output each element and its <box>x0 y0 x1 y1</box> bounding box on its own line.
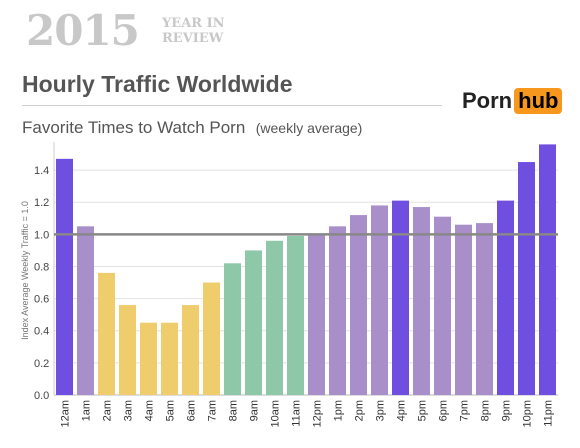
y-tick-label: 1.0 <box>34 229 49 241</box>
chart-title: Favorite Times to Watch Porn <box>22 118 246 137</box>
bar-8pm <box>476 223 493 395</box>
bar-4pm <box>392 200 409 395</box>
bar-2pm <box>350 215 367 395</box>
year-label: 2015 <box>26 6 140 55</box>
y-tick-label: 1.4 <box>34 165 49 177</box>
bar-7pm <box>455 224 472 395</box>
x-tick-label: 3pm <box>375 400 387 421</box>
bar-5pm <box>413 207 430 395</box>
x-tick-label: 6am <box>186 400 198 421</box>
x-tick-label: 4am <box>144 400 156 421</box>
chart-subtitle: Favorite Times to Watch Porn (weekly ave… <box>22 118 362 138</box>
x-tick-label: 12pm <box>312 400 324 428</box>
x-tick-label: 11am <box>291 400 303 427</box>
y-tick-label: 0.8 <box>34 261 49 273</box>
bar-4am <box>140 322 157 395</box>
chart-subtitle-note: (weekly average) <box>255 120 363 136</box>
y-tick-label: 0.4 <box>34 326 49 338</box>
x-tick-label: 1pm <box>333 400 345 421</box>
x-tick-label: 10am <box>270 400 282 428</box>
title-divider <box>22 105 442 106</box>
x-tick-label: 4pm <box>396 400 408 421</box>
x-tick-label: 7am <box>207 400 219 421</box>
logo-text-part-1: Porn <box>462 88 513 113</box>
bar-10am <box>266 240 283 395</box>
bar-6pm <box>434 216 451 395</box>
bar-7am <box>203 282 220 395</box>
pornhub-logo: Porn hub <box>462 88 563 114</box>
bar-3pm <box>371 205 388 395</box>
x-tick-label: 1am <box>81 400 93 421</box>
x-tick-label: 5am <box>165 400 177 421</box>
bar-1pm <box>329 226 346 395</box>
y-tick-label: 0.2 <box>34 358 49 370</box>
bar-11pm <box>539 144 556 395</box>
bar-8am <box>224 263 241 395</box>
x-tick-label: 5pm <box>417 400 429 421</box>
bar-2am <box>98 272 115 395</box>
year-in-review-tag: YEAR IN REVIEW <box>162 16 242 46</box>
bar-12am <box>56 158 73 395</box>
bar-12pm <box>308 234 325 395</box>
x-tick-label: 12am <box>60 400 72 428</box>
bar-1am <box>77 226 94 395</box>
x-tick-label: 9am <box>249 400 261 421</box>
bar-9am <box>245 250 262 395</box>
bar-6am <box>182 305 199 395</box>
bar-11am <box>287 235 304 395</box>
y-axis-label: Index Average Weekly Traffic = 1.0 <box>20 201 30 340</box>
x-tick-label: 6pm <box>438 400 450 421</box>
bar-5am <box>161 322 178 395</box>
y-tick-label: 0.6 <box>34 294 49 306</box>
year-tag-line-1: YEAR IN <box>162 16 225 31</box>
x-tick-label: 3am <box>123 400 135 421</box>
y-tick-label: 0.0 <box>34 390 49 402</box>
x-tick-label: 11pm <box>543 400 555 427</box>
x-tick-label: 9pm <box>501 400 513 421</box>
year-tag-line-2: REVIEW <box>162 31 224 46</box>
bar-10pm <box>518 162 535 395</box>
page-title: Hourly Traffic Worldwide <box>22 71 293 97</box>
logo-text-part-2: hub <box>514 88 563 114</box>
x-tick-label: 7pm <box>459 400 471 421</box>
bar-9pm <box>497 200 514 395</box>
x-tick-label: 2am <box>102 400 114 421</box>
x-tick-label: 8pm <box>480 400 492 421</box>
x-tick-label: 10pm <box>522 400 534 428</box>
x-tick-label: 2pm <box>354 400 366 421</box>
y-tick-label: 1.2 <box>34 197 49 209</box>
bar-3am <box>119 305 136 395</box>
x-tick-label: 8am <box>228 400 240 421</box>
